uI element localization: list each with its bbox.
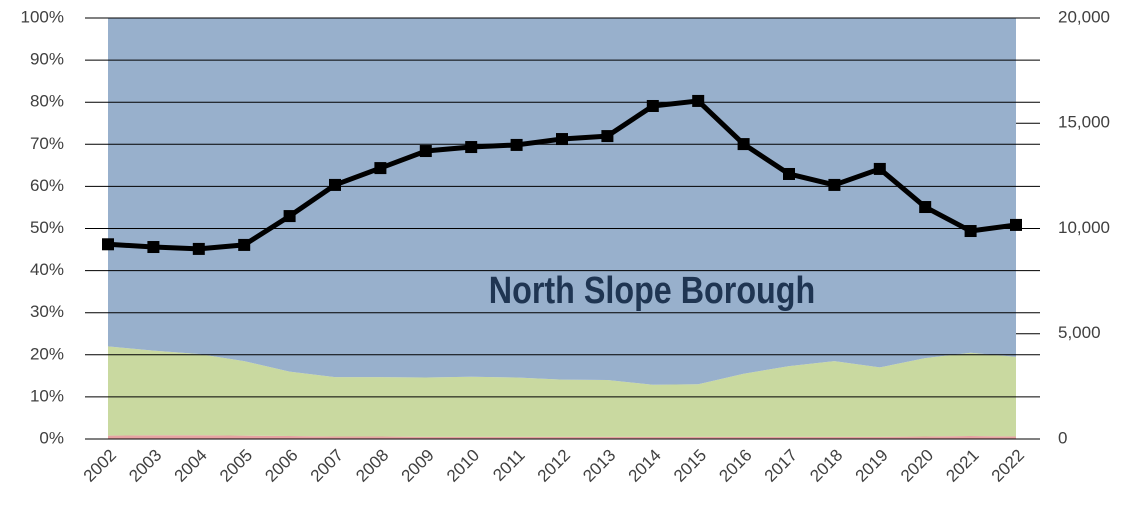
y-tick-label: 80% (30, 92, 64, 111)
annotation: North Slope Borough (489, 270, 815, 312)
marker (737, 138, 750, 151)
x-tick-label: 2010 (443, 446, 483, 486)
x-tick-label: 2012 (534, 446, 574, 486)
x-tick-label: 2002 (80, 446, 120, 486)
marker (964, 225, 977, 238)
y2-tick-label: 15,000 (1058, 113, 1110, 132)
x-tick-label: 2018 (806, 446, 846, 486)
y-tick-label: 30% (30, 302, 64, 321)
x-tick-label: 2011 (489, 446, 528, 485)
marker (238, 238, 251, 251)
y-tick-label: 0% (39, 428, 64, 447)
marker (556, 133, 568, 146)
x-tick-label: 2019 (852, 446, 892, 486)
marker (374, 162, 387, 175)
x-tick-label: 2020 (897, 446, 937, 486)
marker (102, 238, 114, 251)
x-tick-label: 2021 (942, 446, 982, 486)
y-tick-label: 60% (30, 176, 64, 195)
x-tick-label: 2007 (307, 446, 347, 486)
y-tick-label: 50% (30, 218, 64, 237)
x-tick-label: 2017 (761, 446, 801, 486)
marker (419, 145, 432, 158)
y-tick-label: 70% (30, 134, 64, 153)
marker (873, 162, 886, 175)
x-tick-label: 2006 (261, 446, 301, 486)
marker (147, 241, 160, 254)
y2-tick-label: 0 (1058, 428, 1067, 447)
area (108, 346, 1016, 437)
marker (692, 94, 705, 107)
marker (601, 130, 614, 143)
x-tick-label: 2016 (715, 446, 755, 486)
marker (919, 201, 932, 214)
marker (192, 242, 205, 255)
marker (783, 167, 795, 180)
x-tick-label: 2014 (625, 446, 665, 486)
area (108, 435, 1016, 439)
marker (646, 99, 659, 112)
x-tick-label: 2013 (579, 446, 619, 486)
x-tick-label: 2008 (352, 446, 392, 486)
y2-tick-label: 20,000 (1058, 7, 1110, 26)
marker (283, 210, 296, 223)
x-tick-label: 2015 (670, 446, 710, 486)
marker (1010, 218, 1022, 231)
area (108, 18, 1016, 385)
marker (465, 141, 478, 154)
marker (828, 178, 841, 191)
y-tick-label: 10% (30, 386, 64, 405)
x-tick-label: 2022 (988, 446, 1028, 486)
y-tick-label: 40% (30, 260, 64, 279)
areas (108, 18, 1016, 439)
y-tick-label: 20% (30, 344, 64, 363)
x-tick-label: 2009 (398, 446, 438, 486)
marker (510, 138, 523, 151)
grid (85, 17, 1040, 440)
x-tick-label: 2004 (171, 446, 211, 486)
y-tick-label: 100% (21, 7, 64, 26)
y2-tick-label: 5,000 (1058, 323, 1101, 342)
x-tick-label: 2005 (216, 446, 256, 486)
x-tick-label: 2003 (125, 446, 165, 486)
y-tick-label: 90% (30, 50, 64, 69)
y2-tick-label: 10,000 (1058, 218, 1110, 237)
marker (329, 178, 341, 191)
